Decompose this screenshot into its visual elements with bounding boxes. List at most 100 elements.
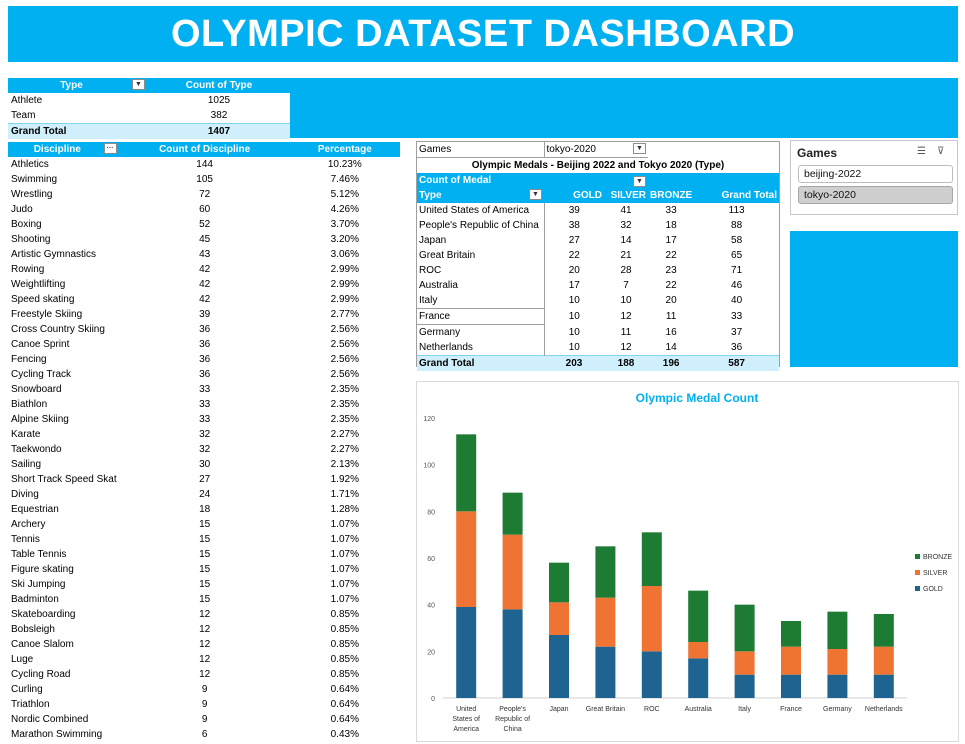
type-name: Team (11, 110, 36, 121)
discipline-percentage: 1.07% (330, 579, 359, 590)
discipline-row: Diving 24 1.71% (8, 487, 400, 502)
x-tick-label: Republic of (495, 716, 530, 723)
bar-segment-gold[interactable] (827, 674, 848, 698)
medal-total-grand: 587 (694, 355, 779, 371)
x-tick-label: Italy (738, 706, 751, 713)
bar-segment-bronze[interactable] (456, 434, 477, 512)
discipline-percentage: 1.07% (330, 564, 359, 575)
medal-total-bronze: 196 (648, 355, 695, 371)
x-tick-label: States of (452, 716, 480, 723)
bar-segment-gold[interactable] (734, 674, 755, 698)
bar-segment-silver[interactable] (595, 597, 616, 647)
medal-pivot-title: Olympic Medals - Beijing 2022 and Tokyo … (471, 160, 725, 171)
bar-segment-silver[interactable] (641, 586, 662, 652)
discipline-name: Artistic Gymnastics (11, 249, 97, 260)
discipline-count: 12 (199, 669, 211, 680)
discipline-percentage: 7.46% (330, 174, 359, 185)
discipline-name: Karate (11, 429, 41, 440)
bar-segment-bronze[interactable] (502, 492, 523, 535)
medal-row: Great Britain 22 21 22 65 (417, 248, 779, 263)
games-filter-cell[interactable]: tokyo-2020 ▼ (544, 142, 648, 158)
filter-applied-icon[interactable]: ▼ (633, 143, 646, 154)
slicer-item-tokyo-2020[interactable]: tokyo-2020 (798, 186, 953, 204)
bar-segment-gold[interactable] (502, 609, 523, 698)
country-name: Netherlands (417, 340, 545, 356)
slicer-item-beijing-2022[interactable]: beijing-2022 (798, 165, 953, 183)
column-labels-cell[interactable]: ▼ (544, 173, 648, 188)
bar-segment-silver[interactable] (456, 511, 477, 607)
bar-segment-bronze[interactable] (781, 621, 801, 647)
row-filter-icon[interactable]: ▼ (529, 189, 542, 200)
filter-dropdown-icon[interactable]: ··· (103, 143, 117, 154)
discipline-count: 36 (199, 354, 211, 365)
column-dropdown-icon[interactable]: ▼ (633, 175, 646, 187)
gold-header: GOLD (544, 188, 604, 203)
bar-segment-bronze[interactable] (595, 546, 616, 598)
discipline-percentage: 3.70% (330, 219, 359, 230)
discipline-row: Alpine Skiing 33 2.35% (8, 412, 400, 427)
discipline-row: Equestrian 18 1.28% (8, 502, 400, 517)
legend-label: SILVER (923, 570, 947, 577)
multi-select-icon[interactable]: ☰ (917, 146, 926, 157)
silver-count: 32 (620, 220, 632, 231)
discipline-name: Tennis (11, 534, 40, 545)
total-count: 65 (731, 250, 743, 261)
medal-row: Japan 27 14 17 58 (417, 233, 779, 248)
silver-count: 7 (623, 280, 629, 291)
medal-value-row: Count of Medal ▼ (417, 173, 779, 188)
country-name: United States of America (417, 203, 545, 218)
discipline-row: Karate 32 2.27% (8, 427, 400, 442)
bar-segment-gold[interactable] (641, 651, 662, 698)
discipline-percentage: 2.27% (330, 444, 359, 455)
discipline-name: Triathlon (11, 699, 50, 710)
discipline-row: Cross Country Skiing 36 2.56% (8, 322, 400, 337)
discipline-count: 15 (199, 519, 211, 530)
bar-segment-silver[interactable] (549, 602, 569, 635)
filter-dropdown-icon[interactable]: ▼ (132, 79, 145, 90)
discipline-name: Athletics (11, 159, 49, 170)
discipline-count: 45 (199, 234, 211, 245)
bar-segment-gold[interactable] (781, 674, 801, 698)
discipline-percentage: 0.64% (330, 714, 359, 725)
bar-segment-silver[interactable] (502, 534, 523, 610)
bar-segment-gold[interactable] (873, 674, 894, 698)
bar-segment-bronze[interactable] (641, 532, 662, 586)
bar-segment-gold[interactable] (456, 607, 477, 698)
bar-segment-bronze[interactable] (734, 604, 755, 652)
type-column-header[interactable]: Type ▼ (8, 78, 148, 93)
discipline-row: Badminton 15 1.07% (8, 592, 400, 607)
type-row-header[interactable]: Type ▼ (417, 188, 544, 203)
discipline-row: Speed skating 42 2.99% (8, 292, 400, 307)
medal-count-chart[interactable]: Olympic Medal Count 0 20 40 60 80 100 120 United… (416, 381, 959, 742)
bar-segment-bronze[interactable] (688, 590, 709, 642)
bar-segment-silver[interactable] (781, 646, 801, 675)
type-header-label: Type (60, 80, 83, 91)
discipline-row: Judo 60 4.26% (8, 202, 400, 217)
discipline-column-header[interactable]: Discipline ··· (8, 142, 120, 157)
discipline-percentage: 0.64% (330, 699, 359, 710)
discipline-count: 32 (199, 444, 211, 455)
bar-segment-silver[interactable] (827, 649, 848, 675)
discipline-percentage: 2.27% (330, 429, 359, 440)
discipline-name: Archery (11, 519, 46, 530)
clear-filter-icon[interactable]: ⊽ (937, 146, 945, 157)
bar-segment-silver[interactable] (688, 642, 709, 659)
discipline-count: 12 (199, 654, 211, 665)
bar-segment-gold[interactable] (595, 646, 616, 698)
bar-segment-bronze[interactable] (549, 562, 569, 603)
discipline-row: Cycling Road 12 0.85% (8, 667, 400, 682)
x-tick-label: Netherlands (865, 706, 903, 713)
bar-segment-gold[interactable] (688, 658, 709, 698)
bar-segment-bronze[interactable] (827, 611, 848, 649)
discipline-percentage: 1.92% (330, 474, 359, 485)
type-pivot-total: Grand Total 1407 (8, 123, 290, 139)
discipline-name: Freestyle Skiing (11, 309, 83, 320)
discipline-name: Skateboarding (11, 609, 76, 620)
bar-segment-silver[interactable] (734, 651, 755, 675)
discipline-count: 42 (199, 294, 211, 305)
discipline-name: Canoe Slalom (11, 639, 74, 650)
bar-segment-gold[interactable] (549, 635, 569, 698)
bar-segment-bronze[interactable] (873, 614, 894, 647)
bar-segment-silver[interactable] (873, 646, 894, 675)
grand-total-header: Grand Total (694, 188, 779, 203)
